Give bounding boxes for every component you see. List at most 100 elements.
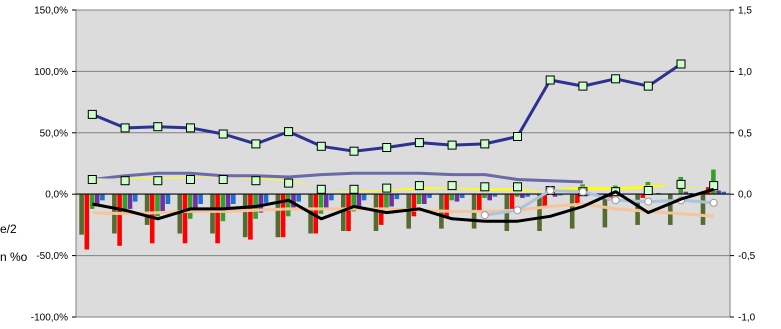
square-marker <box>382 143 392 152</box>
bar <box>449 194 454 201</box>
square-marker <box>251 139 261 149</box>
square-marker <box>676 179 686 189</box>
plot-area <box>75 9 731 318</box>
bar <box>117 194 122 246</box>
bar <box>231 194 236 204</box>
left-tick-label: 0,0% <box>45 190 68 201</box>
square-marker <box>349 146 359 156</box>
bar <box>127 194 133 209</box>
square-marker <box>186 175 195 184</box>
circle-marker <box>644 197 653 206</box>
bar <box>182 194 188 244</box>
square-marker <box>513 182 522 192</box>
square-marker <box>578 81 588 91</box>
bar <box>607 194 613 201</box>
bar <box>313 194 318 234</box>
square-marker <box>120 176 130 186</box>
bar <box>668 194 673 225</box>
bar <box>361 194 367 201</box>
square-marker <box>382 183 392 193</box>
circle-marker <box>709 198 718 207</box>
bar <box>318 194 324 214</box>
bar <box>193 194 198 213</box>
square-marker <box>611 74 621 84</box>
square-marker <box>87 175 97 184</box>
bar <box>341 194 346 231</box>
circle-marker <box>480 211 489 220</box>
square-marker <box>447 140 457 150</box>
bar <box>454 194 460 202</box>
bar <box>520 194 525 198</box>
right-tick-label: 0,0 <box>738 190 752 201</box>
bar <box>242 194 248 238</box>
square-marker <box>218 175 228 184</box>
right-tick-label: 0,5 <box>738 128 752 139</box>
right-tick-label: -0,5 <box>738 251 756 262</box>
bar <box>542 194 547 207</box>
series-line <box>92 187 715 223</box>
square-marker <box>316 184 326 194</box>
bar <box>323 194 329 209</box>
bar <box>384 194 389 209</box>
bar <box>394 194 400 200</box>
square-marker <box>480 182 490 192</box>
square-marker <box>447 181 457 191</box>
bar <box>79 194 84 235</box>
bar <box>258 194 264 213</box>
bar <box>215 194 220 244</box>
left-tick-label: -100,0% <box>31 313 68 324</box>
bar <box>411 194 417 217</box>
square-marker <box>87 109 97 119</box>
bar <box>558 194 563 196</box>
bar <box>144 194 150 225</box>
circle-marker <box>513 206 522 215</box>
bar <box>459 194 465 198</box>
bar <box>296 194 301 202</box>
square-marker <box>545 75 555 85</box>
bar <box>525 194 530 197</box>
left-tick-label: 100,0% <box>34 67 68 78</box>
square-marker <box>480 139 490 149</box>
bar <box>514 194 520 197</box>
bar <box>155 194 160 217</box>
series-line <box>92 171 583 184</box>
bar <box>373 194 379 231</box>
bar <box>210 194 215 234</box>
bar <box>602 194 608 228</box>
square-marker <box>284 127 294 137</box>
left-edge-label-2: n %o <box>0 250 28 264</box>
bar <box>422 194 427 204</box>
square-marker <box>186 123 195 133</box>
square-marker <box>153 176 163 186</box>
bar <box>444 194 449 217</box>
bar <box>285 194 291 217</box>
right-tick-label: 1,5 <box>738 6 752 17</box>
bar <box>416 194 422 204</box>
square-marker <box>120 123 130 133</box>
square-marker <box>676 59 686 69</box>
bar <box>575 194 580 204</box>
square-marker <box>643 186 653 195</box>
left-edge-label-1: e/2 <box>0 222 17 236</box>
bar <box>198 194 203 204</box>
bar <box>477 194 482 213</box>
square-marker <box>414 181 424 191</box>
bar <box>705 184 711 195</box>
bar <box>585 194 591 196</box>
square-marker <box>513 132 522 141</box>
bar <box>427 194 432 198</box>
right-tick-label: -1,0 <box>738 313 756 324</box>
bar <box>89 194 95 209</box>
bar <box>356 194 362 209</box>
bar <box>225 194 231 213</box>
bar <box>569 194 575 229</box>
bar <box>280 194 286 238</box>
square-marker <box>218 129 228 139</box>
bar <box>716 190 721 195</box>
square-marker <box>643 81 653 91</box>
bar <box>165 194 171 204</box>
bar <box>248 194 253 240</box>
square-marker <box>349 184 359 194</box>
circle-marker <box>611 196 620 205</box>
